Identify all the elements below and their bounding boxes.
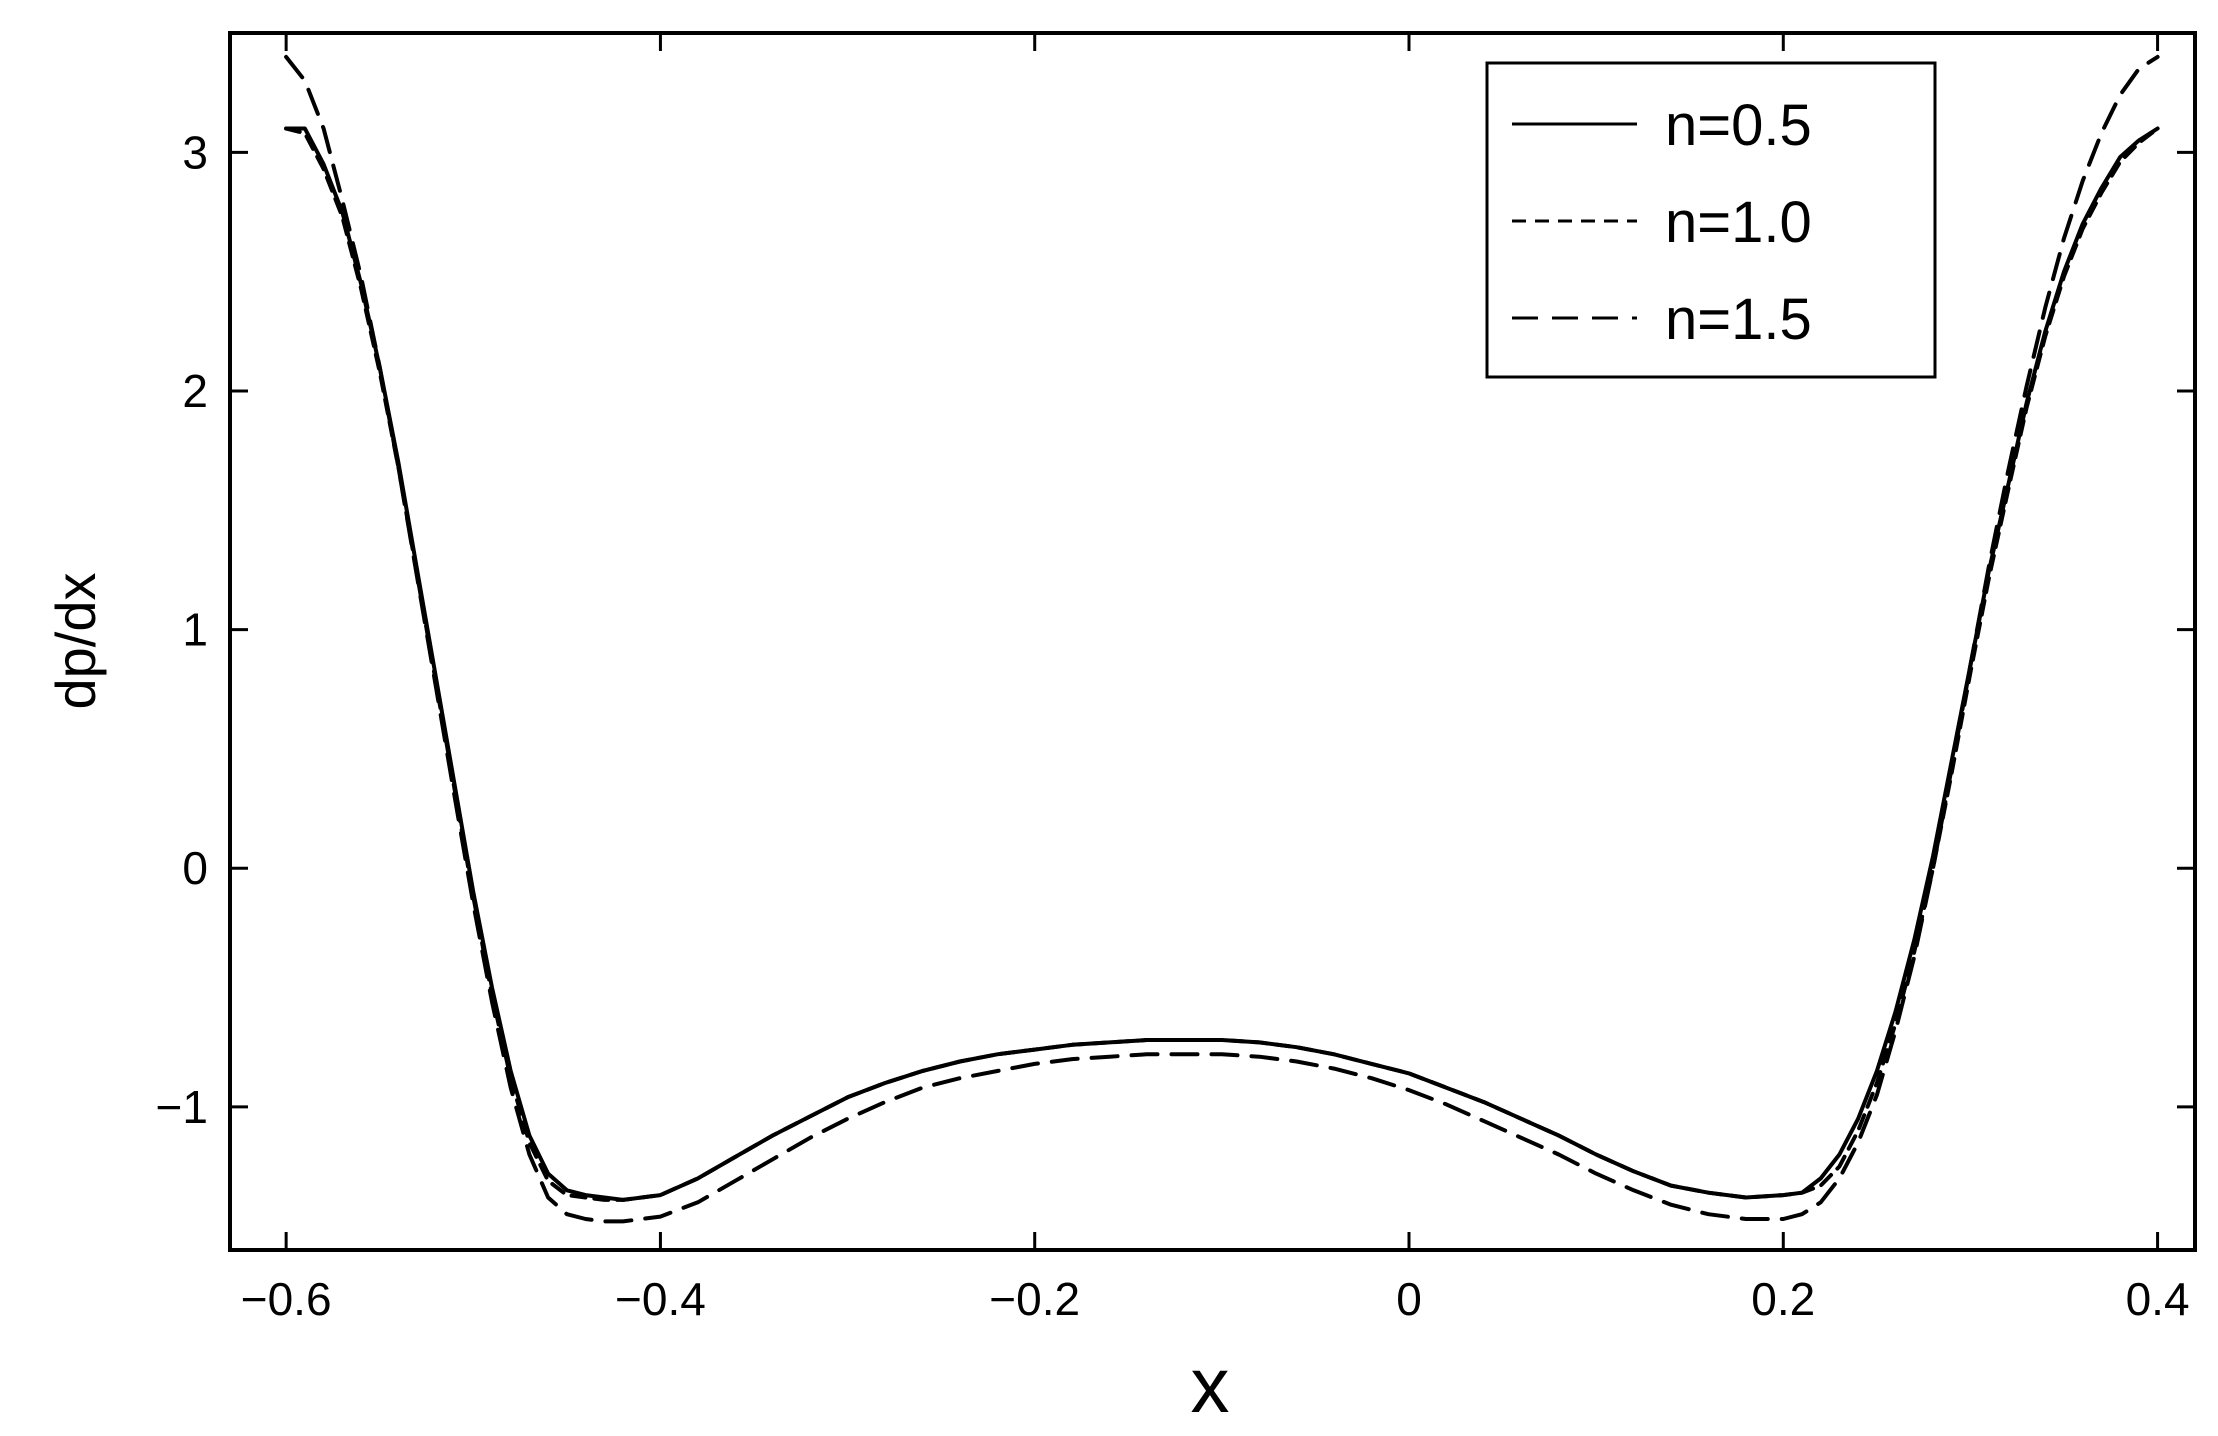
x-tick-label-2: −0.2 bbox=[989, 1273, 1080, 1325]
legend-label-n10: n=1.0 bbox=[1665, 190, 1812, 255]
x-tick-label-4: 0.2 bbox=[1751, 1273, 1815, 1325]
legend-label-n05: n=0.5 bbox=[1665, 93, 1812, 158]
x-tick-label-3: 0 bbox=[1396, 1273, 1422, 1325]
legend-label-n15: n=1.5 bbox=[1665, 287, 1812, 352]
y-tick-label-2: 1 bbox=[182, 604, 208, 656]
y-tick-label-0: −1 bbox=[156, 1081, 208, 1133]
x-tick-label-1: −0.4 bbox=[615, 1273, 706, 1325]
x-tick-label-5: 0.4 bbox=[2126, 1273, 2190, 1325]
x-tick-label-0: −0.6 bbox=[241, 1273, 332, 1325]
legend: n=0.5 n=1.0 n=1.5 bbox=[1485, 61, 1937, 379]
y-tick-label-4: 3 bbox=[182, 126, 208, 178]
x-axis-label: x bbox=[1191, 1341, 1230, 1429]
ticks-layer: −0.6 −0.4 −0.2 0 0.2 0.4 −1 0 1 2 3 bbox=[156, 33, 2195, 1325]
series-layer bbox=[284, 54, 2160, 1224]
y-tick-label-3: 2 bbox=[182, 365, 208, 417]
y-tick-label-1: 0 bbox=[182, 842, 208, 894]
plot-frame bbox=[228, 31, 2197, 1252]
series-line-2 bbox=[284, 54, 2160, 1224]
y-axis-label: dp/dx bbox=[44, 573, 107, 710]
series-line-1 bbox=[284, 126, 2160, 1202]
